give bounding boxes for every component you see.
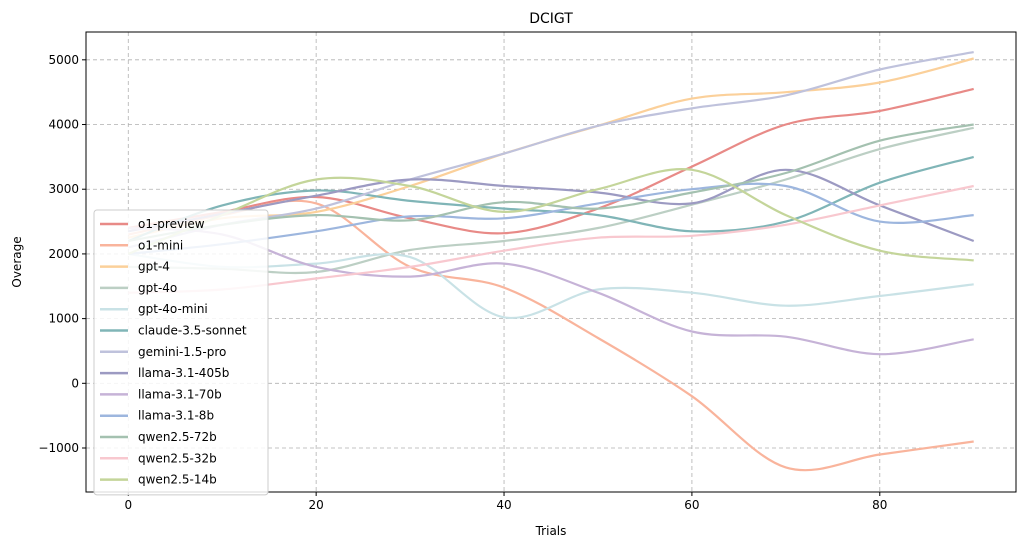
series-line-o1-preview [128,87,974,235]
y-tick-label: 2000 [48,247,79,261]
x-tick-label: 20 [309,498,324,512]
legend-label: claude-3.5-sonnet [138,324,247,338]
y-axis-label: Overage [10,236,24,287]
series-line-gpt-4o-mini [128,252,974,320]
legend-box [93,209,269,496]
legend-label: gpt-4o [138,281,177,295]
legend-label: qwen2.5-14b [138,473,217,487]
series-line-llama-3-1-8b [128,182,974,255]
series-line-qwen2-5-72b [128,123,974,243]
legend-label: o1-mini [138,238,183,252]
x-tick-label: 80 [872,498,887,512]
y-tick-label: 3000 [48,182,79,196]
series-line-gpt-4o [128,126,974,275]
chart-title: DCIGT [529,11,573,27]
legend-label: qwen2.5-72b [138,430,217,444]
legend-label: gpt-4o-mini [138,302,208,316]
x-axis-label: Trials [535,524,567,538]
legend: o1-preview o1-mini gpt-4 gpt-4o gpt-4o-mini c… [93,209,269,496]
legend-label: llama-3.1-8b [138,409,214,423]
legend-label: o1-preview [138,217,205,231]
legend-label: gpt-4 [138,260,170,274]
y-tick-label: 1000 [48,312,79,326]
series-line-qwen2-5-14b [127,168,974,262]
series-line-gemini-1-5-pro [128,51,974,249]
plot-frame [85,31,1017,493]
x-tick-label: 0 [124,498,132,512]
y-tick-label: 4000 [48,118,79,132]
y-tick-label: 0 [71,376,79,390]
x-tick-label: 60 [684,498,699,512]
series-lines [127,51,975,472]
series-line-qwen2-5-32b [128,184,974,294]
series-line-llama-3-1-405b [128,168,975,243]
y-tick-label: 5000 [48,53,79,67]
legend-label: gemini-1.5-pro [138,345,226,359]
y-tick-label: −1000 [38,441,79,455]
legend-label: llama-3.1-70b [138,387,222,401]
x-tick-label: 40 [496,498,511,512]
legend-label: llama-3.1-405b [138,366,229,380]
legend-label: qwen2.5-32b [138,451,217,465]
